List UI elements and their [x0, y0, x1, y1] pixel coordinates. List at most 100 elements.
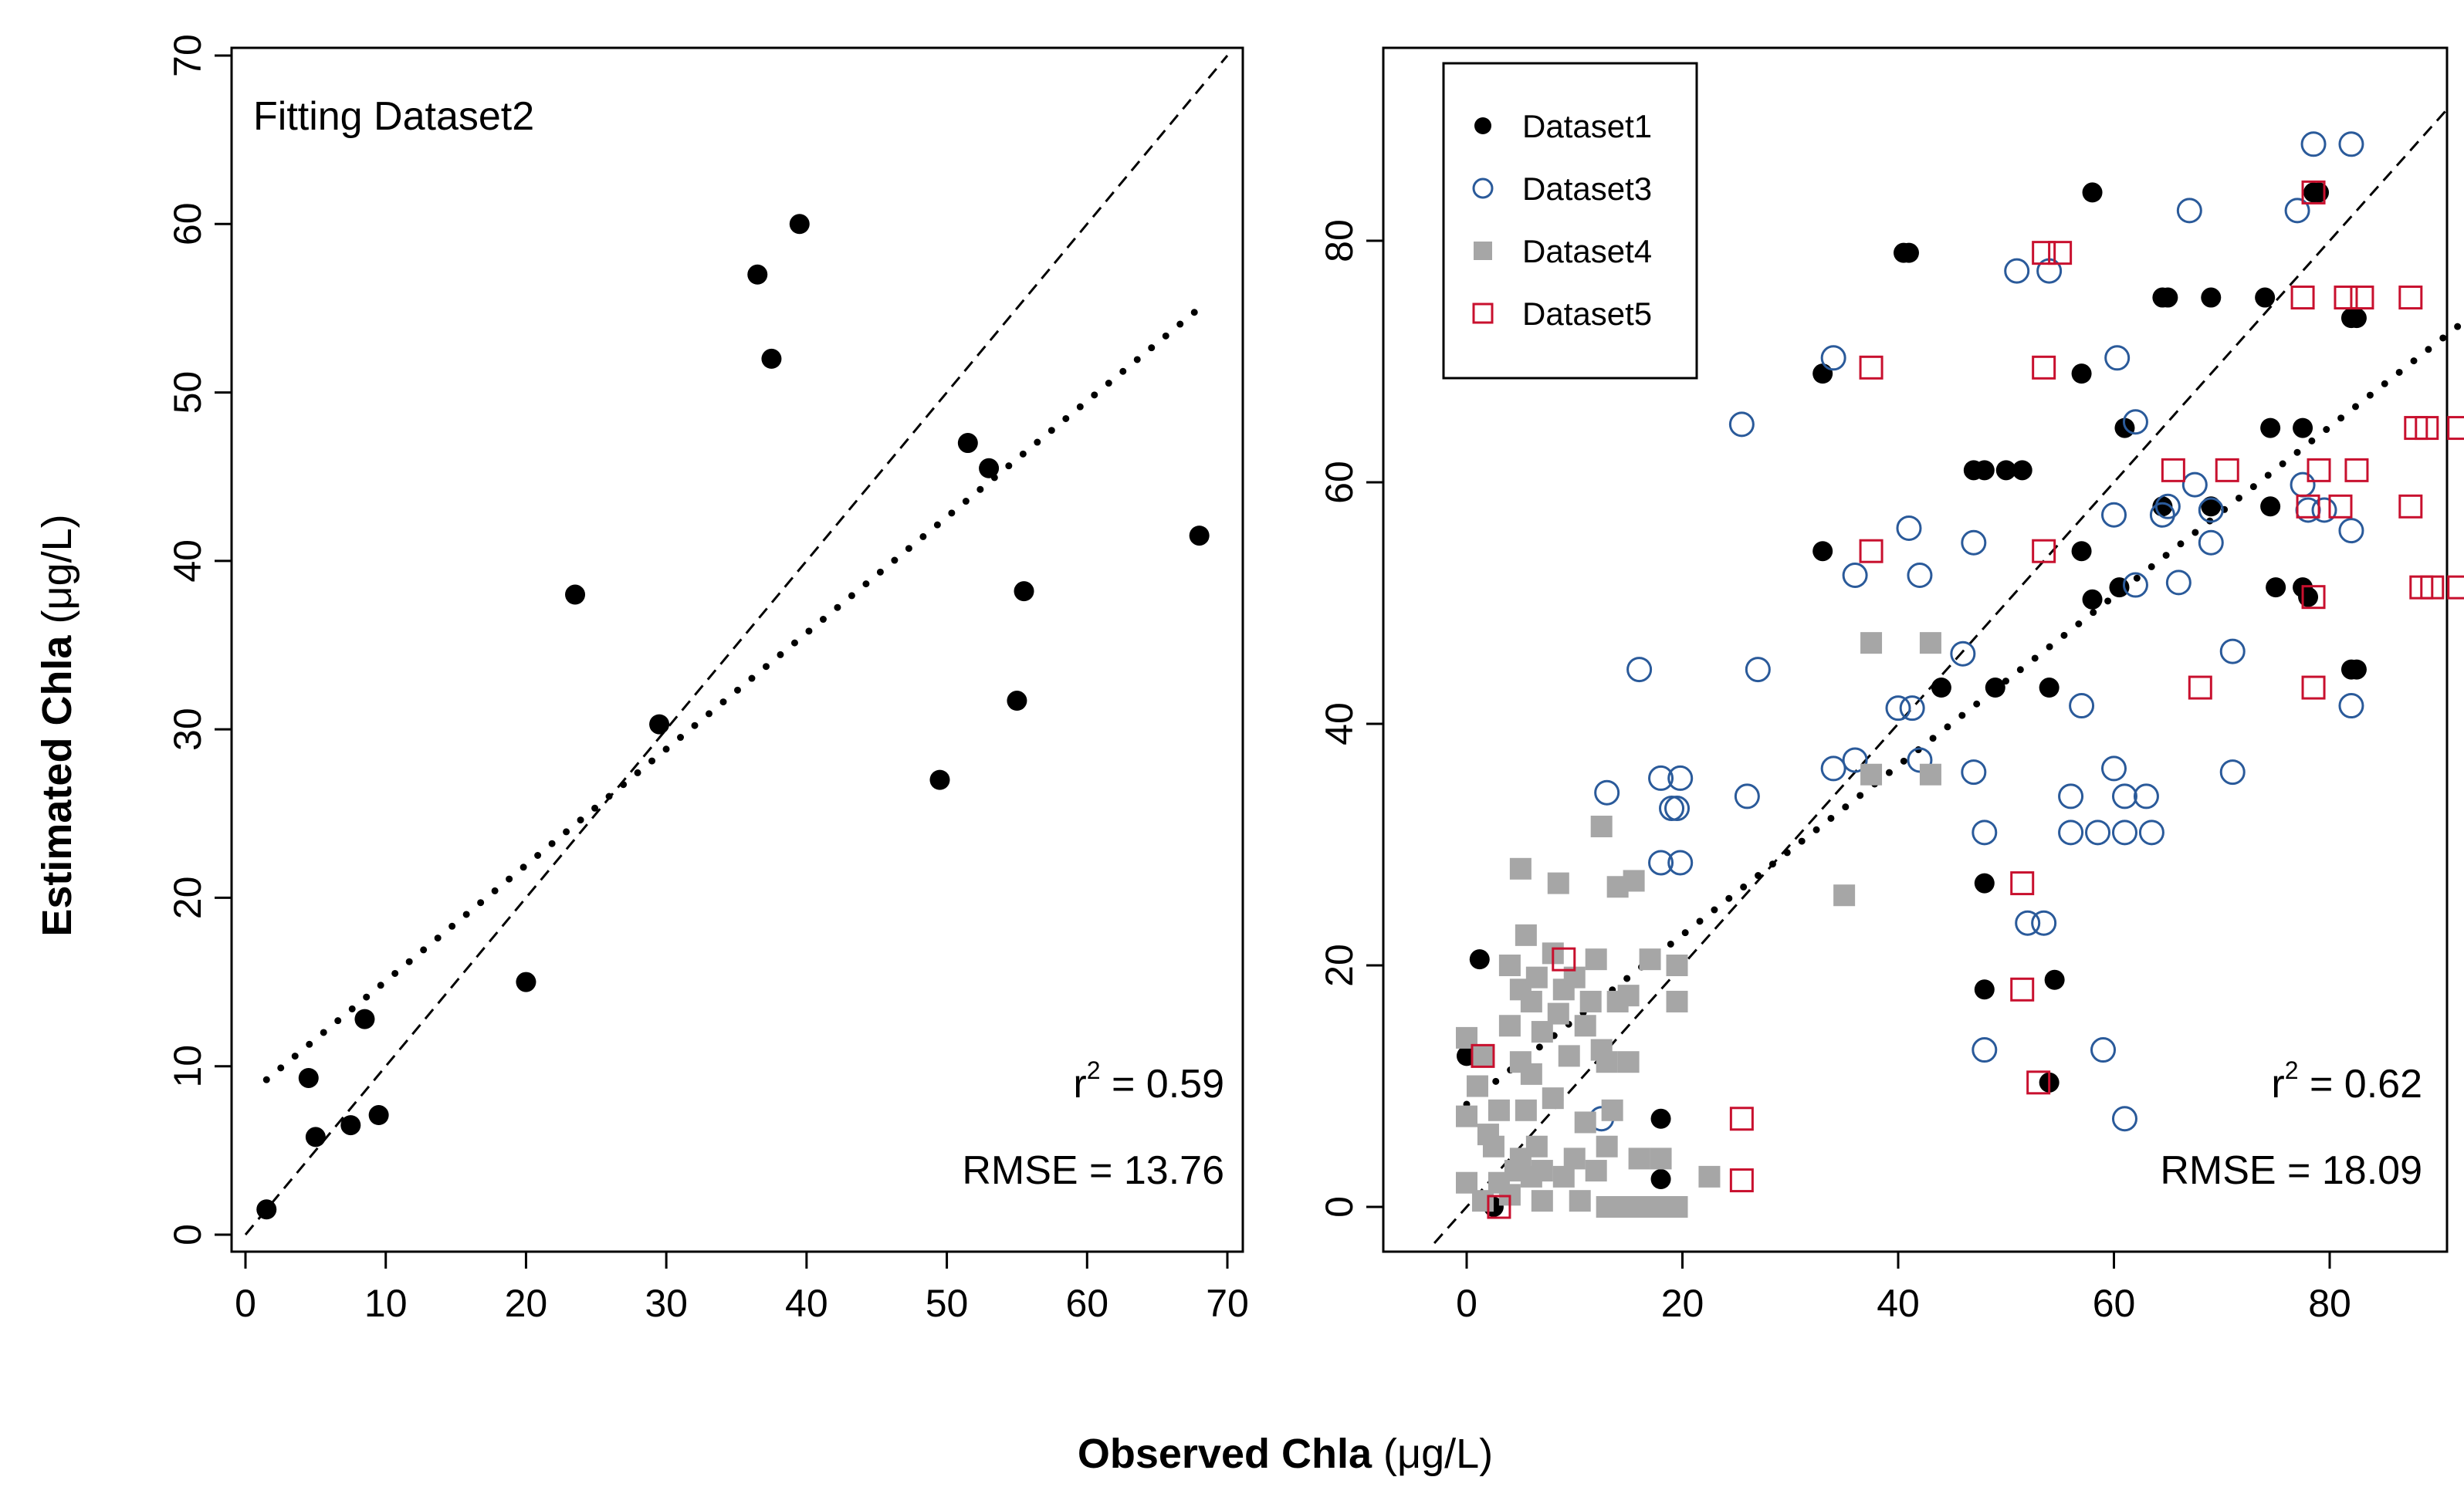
- data-point: [747, 264, 768, 285]
- data-point: [2082, 182, 2103, 203]
- data-point: [2048, 241, 2073, 265]
- data-point: [2015, 910, 2041, 936]
- data-point: [2122, 409, 2148, 435]
- data-point: [1734, 783, 1760, 809]
- data-point: [2415, 416, 2439, 441]
- data-point: [1542, 1087, 1564, 1110]
- data-point: [1515, 924, 1537, 946]
- data-point: [1659, 796, 1685, 822]
- data-point: [1666, 1196, 1688, 1218]
- data-point: [2215, 458, 2239, 482]
- data-point: [1860, 632, 1883, 654]
- data-point: [2133, 783, 2159, 809]
- data-point: [2090, 1037, 2117, 1063]
- data-point: [1531, 1160, 1553, 1182]
- data-point: [2447, 575, 2464, 600]
- data-point: [2298, 586, 2319, 607]
- data-point: [2058, 783, 2084, 809]
- data-point: [1950, 640, 1976, 667]
- data-point: [1885, 695, 1911, 722]
- data-point: [789, 214, 810, 235]
- data-point: [2293, 417, 2313, 438]
- right-y-tick-label: 0: [1318, 1196, 1361, 1218]
- data-point: [1456, 1105, 1477, 1127]
- left-y-tick-label: 60: [166, 202, 209, 245]
- data-point: [1650, 1108, 1671, 1129]
- data-point: [2201, 496, 2222, 517]
- left-y-tick-label: 0: [166, 1224, 209, 1245]
- data-point: [979, 458, 1000, 478]
- right-series-dataset4: [1456, 632, 1941, 1218]
- data-point: [1729, 1168, 1754, 1193]
- data-point: [2420, 575, 2445, 600]
- data-point: [2346, 308, 2367, 329]
- data-point: [1974, 460, 1995, 481]
- data-point: [2181, 471, 2208, 498]
- data-point: [1466, 1075, 1488, 1097]
- data-point: [2026, 1070, 2051, 1095]
- data-point: [1547, 1002, 1569, 1025]
- data-point: [957, 433, 978, 454]
- data-point: [2031, 910, 2057, 936]
- left-x-tick-label: 20: [505, 1282, 548, 1325]
- legend-marker-dataset5: [1472, 302, 1494, 324]
- data-point: [1812, 541, 1833, 562]
- data-point: [2058, 820, 2084, 846]
- left-r2-annotation: r2 = 0.59: [1073, 1056, 1224, 1107]
- data-point: [2165, 569, 2192, 596]
- left-y-tick-label: 70: [166, 34, 209, 77]
- data-point: [1650, 1147, 1672, 1170]
- data-point: [1995, 460, 2016, 481]
- data-point: [2158, 287, 2178, 308]
- data-point: [2290, 471, 2316, 498]
- right-rmse-annotation: RMSE = 18.09: [2160, 1148, 2422, 1193]
- data-point: [2010, 977, 2035, 1002]
- data-point: [1974, 979, 1995, 1000]
- data-point: [1729, 1107, 1754, 1131]
- data-point: [2311, 497, 2337, 523]
- right-x-tick-label: 0: [1456, 1282, 1477, 1325]
- data-point: [1014, 581, 1034, 602]
- data-point: [2338, 518, 2364, 544]
- data-point: [2301, 675, 2326, 700]
- legend-label-dataset1: Dataset1: [1522, 108, 1652, 144]
- data-point: [1899, 695, 1925, 722]
- data-point: [1650, 1169, 1671, 1190]
- right-plot-frame: [1382, 46, 2449, 1253]
- data-point: [1859, 355, 1884, 380]
- left-panel-title: Fitting Dataset2: [253, 94, 534, 139]
- data-point: [1896, 515, 1922, 541]
- data-point: [1585, 1160, 1607, 1182]
- data-point: [1833, 884, 1856, 907]
- data-point: [1007, 691, 1027, 711]
- data-point: [1626, 657, 1653, 683]
- data-point: [298, 1067, 319, 1088]
- data-point: [2101, 755, 2127, 782]
- right-x-tick-label: 20: [1661, 1282, 1704, 1325]
- data-point: [2161, 458, 2185, 482]
- data-point: [1488, 1099, 1510, 1121]
- left-x-tick-label: 30: [645, 1282, 688, 1325]
- data-point: [1509, 857, 1532, 880]
- data-point: [1842, 563, 1868, 589]
- data-point: [565, 584, 586, 605]
- data-point: [1820, 345, 1846, 371]
- right-x-tick-label: 80: [2308, 1282, 2351, 1325]
- data-point: [1639, 948, 1661, 971]
- data-point: [1520, 990, 1542, 1012]
- left-fit-line: [262, 304, 1203, 1083]
- legend-marker-dataset3: [1472, 177, 1494, 199]
- data-point: [2071, 541, 2092, 562]
- data-point: [1552, 1165, 1575, 1188]
- data-point: [2012, 460, 2032, 481]
- data-point: [2334, 286, 2358, 310]
- data-point: [2260, 496, 2281, 517]
- data-point: [1471, 1190, 1494, 1212]
- data-point: [2198, 529, 2224, 556]
- data-point: [1469, 949, 1490, 970]
- left-x-tick-label: 40: [785, 1282, 828, 1325]
- data-point: [1585, 948, 1607, 971]
- data-point: [1820, 755, 1846, 782]
- right-series-dataset3: [1589, 131, 2364, 1132]
- data-point: [2301, 585, 2326, 610]
